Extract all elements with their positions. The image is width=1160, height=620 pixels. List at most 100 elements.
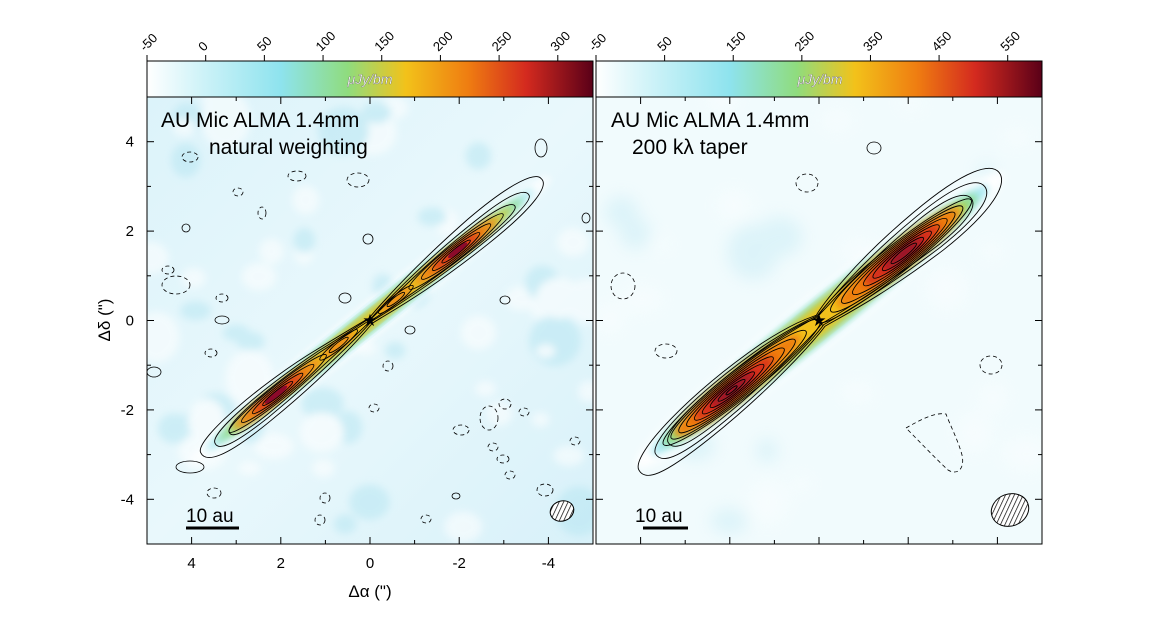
x-tick-label: -4 [542, 555, 555, 572]
colorbar-tick-label: 50 [654, 33, 675, 54]
scalebar-label-natural: 10 au [186, 506, 234, 527]
noise-blob [553, 445, 585, 466]
noise-blob [604, 196, 639, 228]
star-marker-taper: ★ [811, 311, 826, 330]
colorbar-ticks-taper: -50 50 150 250 350 450 550 [586, 28, 1023, 61]
panel-subtitle-taper: 200 kλ taper [632, 136, 748, 159]
noise-blob [577, 380, 593, 403]
noise-blob [172, 118, 196, 137]
noise-contour [147, 366, 162, 378]
noise-blob [555, 486, 593, 536]
noise-blob [147, 311, 180, 363]
x-tick-label: -2 [453, 555, 466, 572]
noise-blob [710, 508, 748, 534]
noise-contour-taper [866, 141, 882, 155]
disk-emission-natural [189, 176, 551, 464]
noise-blob [535, 277, 583, 319]
x-axis-label: Δα (") [348, 582, 391, 601]
y-tick-label: 2 [126, 223, 134, 240]
noise-blob [180, 301, 212, 321]
axis-ticks-natural [147, 97, 593, 544]
noise-blob [333, 514, 357, 534]
negative-contour [795, 173, 819, 193]
y-tick-label: -2 [121, 402, 134, 419]
negative-contour [979, 355, 1003, 375]
colorbar-tick-label: 550 [997, 28, 1023, 54]
colorbar-natural [146, 60, 594, 98]
negative-contour [487, 442, 499, 452]
noise-contour [362, 233, 374, 245]
noise-blob [536, 344, 556, 358]
noise-blobs-natural [147, 97, 593, 543]
noise-contour [175, 460, 205, 474]
negative-contour [161, 265, 175, 275]
noise-blob [956, 411, 993, 454]
negative-contour [215, 293, 229, 303]
noise-blob [651, 236, 672, 253]
negative-contour [420, 514, 432, 524]
noise-blob [926, 266, 968, 311]
noise-blob [181, 267, 206, 289]
colorbar-label-taper: μJy/bm [796, 71, 842, 87]
noise-blob [301, 387, 344, 420]
negative-contour [569, 436, 581, 446]
noise-blob [791, 475, 812, 493]
colorbar-label-natural: μJy/bm [346, 71, 392, 87]
negative-contour [479, 405, 499, 431]
beam-ellipse-natural [549, 500, 575, 522]
noise-blob [259, 238, 284, 264]
colorbar-tick-label: -50 [586, 30, 610, 54]
negative-contour [382, 360, 394, 372]
colorbar-tick-label: 250 [489, 28, 515, 54]
noise-blob [716, 189, 752, 222]
noise-blob [384, 341, 406, 360]
axis-ticks-taper [596, 97, 1042, 544]
noise-blob [417, 207, 447, 227]
beam-ellipse-taper [990, 493, 1030, 527]
noise-blob [171, 143, 201, 178]
negative-contour [346, 172, 370, 188]
noise-blob [755, 438, 779, 463]
noise-contour [181, 223, 191, 233]
disk-emission-taper [635, 167, 1005, 476]
noise-blob [460, 315, 496, 350]
negative-contour [654, 343, 678, 359]
noise-blob [706, 97, 739, 114]
noise-blob [349, 484, 390, 520]
noise-blob [299, 412, 344, 453]
noise-blob [1002, 435, 1042, 473]
noise-contour [214, 315, 230, 325]
negative-contour [504, 470, 516, 480]
colorbar-tick-label: 200 [430, 28, 456, 54]
y-tick-labels: 4 2 0 -2 -4 [121, 134, 134, 509]
negative-contour [610, 272, 636, 300]
negative-contours-natural [161, 151, 581, 526]
y-axis-label: Δδ (") [95, 299, 114, 342]
star-marker-natural: ★ [362, 311, 377, 330]
noise-blob [292, 185, 319, 215]
noise-blob [557, 227, 589, 257]
colorbar-tick-label: 300 [547, 28, 573, 54]
noise-blob [241, 262, 276, 291]
negative-contour [368, 403, 380, 413]
noise-blob [361, 102, 392, 124]
panel-title-natural: AU Mic ALMA 1.4mm [161, 109, 359, 132]
noise-blob [840, 381, 875, 404]
negative-contour [181, 151, 199, 163]
negative-contour [161, 275, 191, 295]
x-tick-label: 2 [277, 555, 285, 572]
colorbar-taper [595, 60, 1043, 98]
noise-blob [475, 381, 496, 397]
negative-contour [905, 413, 964, 473]
noise-blob [529, 315, 581, 366]
scalebar-label-taper: 10 au [635, 506, 683, 527]
noise-blob [444, 511, 483, 543]
noise-blob [188, 398, 226, 443]
colorbar-tick-label: 50 [254, 33, 275, 54]
noise-blob [979, 241, 1005, 261]
noise-blob [1002, 127, 1031, 147]
noise-blob [620, 285, 664, 314]
colorbar-tick-label: 150 [371, 28, 397, 54]
noise-blob [486, 401, 513, 426]
